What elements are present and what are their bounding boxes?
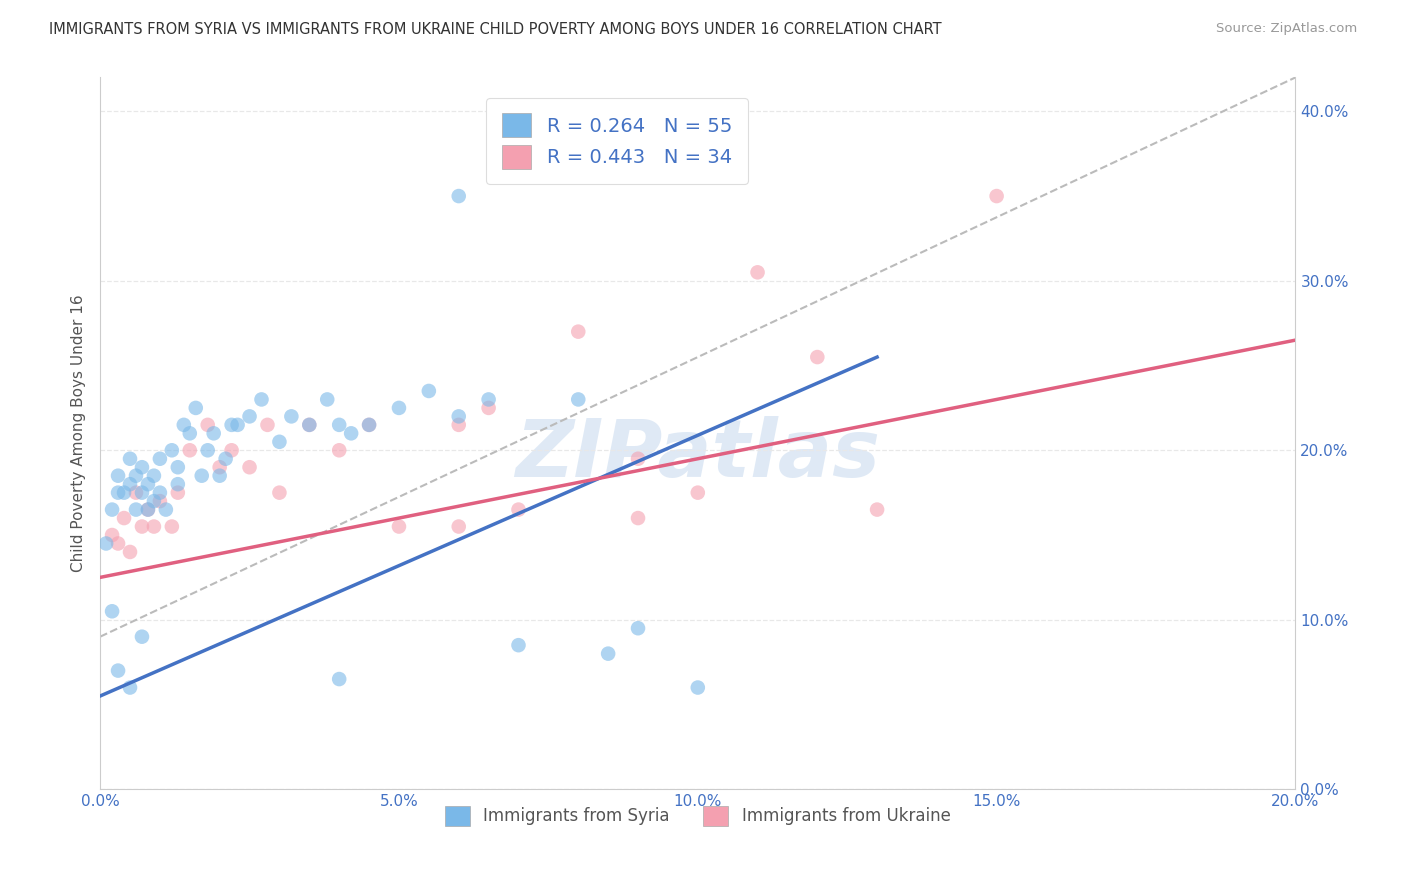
Point — [118, 681, 141, 695]
Point — [208, 460, 231, 475]
Point — [447, 189, 470, 203]
Point — [627, 451, 650, 466]
Point — [160, 443, 183, 458]
Point — [627, 621, 650, 635]
Point — [160, 519, 183, 533]
Point — [118, 451, 141, 466]
Point — [298, 417, 321, 432]
Point — [94, 536, 117, 550]
Point — [173, 417, 195, 432]
Point — [388, 519, 411, 533]
Point — [125, 468, 148, 483]
Text: Source: ZipAtlas.com: Source: ZipAtlas.com — [1216, 22, 1357, 36]
Point — [221, 443, 243, 458]
Point — [136, 502, 159, 516]
Point — [101, 528, 124, 542]
Point — [508, 502, 530, 516]
Point — [340, 426, 363, 441]
Point — [447, 417, 470, 432]
Point — [131, 630, 153, 644]
Point — [221, 417, 243, 432]
Point — [179, 443, 201, 458]
Point — [986, 189, 1008, 203]
Point — [155, 502, 177, 516]
Point — [190, 468, 212, 483]
Point — [214, 451, 236, 466]
Point — [197, 443, 219, 458]
Point — [866, 502, 889, 516]
Point — [142, 494, 165, 508]
Point — [131, 519, 153, 533]
Point — [131, 460, 153, 475]
Point — [197, 417, 219, 432]
Point — [136, 477, 159, 491]
Point — [179, 426, 201, 441]
Point — [328, 417, 350, 432]
Legend: Immigrants from Syria, Immigrants from Ukraine: Immigrants from Syria, Immigrants from U… — [437, 797, 959, 834]
Point — [107, 536, 129, 550]
Point — [166, 485, 188, 500]
Point — [686, 485, 709, 500]
Point — [567, 325, 589, 339]
Point — [166, 477, 188, 491]
Point — [269, 485, 291, 500]
Point — [112, 485, 135, 500]
Point — [508, 638, 530, 652]
Point — [447, 519, 470, 533]
Point — [238, 409, 260, 424]
Y-axis label: Child Poverty Among Boys Under 16: Child Poverty Among Boys Under 16 — [72, 294, 86, 572]
Point — [478, 392, 501, 407]
Text: IMMIGRANTS FROM SYRIA VS IMMIGRANTS FROM UKRAINE CHILD POVERTY AMONG BOYS UNDER : IMMIGRANTS FROM SYRIA VS IMMIGRANTS FROM… — [49, 22, 942, 37]
Point — [328, 672, 350, 686]
Point — [202, 426, 225, 441]
Point — [686, 681, 709, 695]
Point — [280, 409, 302, 424]
Point — [142, 468, 165, 483]
Point — [149, 485, 172, 500]
Point — [269, 434, 291, 449]
Text: ZIPatlas: ZIPatlas — [515, 416, 880, 493]
Point — [136, 502, 159, 516]
Point — [388, 401, 411, 415]
Point — [418, 384, 440, 398]
Point — [125, 502, 148, 516]
Point — [250, 392, 273, 407]
Point — [107, 664, 129, 678]
Point — [328, 443, 350, 458]
Point — [238, 460, 260, 475]
Point — [125, 485, 148, 500]
Point — [166, 460, 188, 475]
Point — [118, 477, 141, 491]
Point — [256, 417, 278, 432]
Point — [447, 409, 470, 424]
Point — [184, 401, 207, 415]
Point — [226, 417, 249, 432]
Point — [747, 265, 769, 279]
Point — [107, 485, 129, 500]
Point — [107, 468, 129, 483]
Point — [118, 545, 141, 559]
Point — [101, 604, 124, 618]
Point — [359, 417, 381, 432]
Point — [567, 392, 589, 407]
Point — [359, 417, 381, 432]
Point — [101, 502, 124, 516]
Point — [316, 392, 339, 407]
Point — [627, 511, 650, 525]
Point — [208, 468, 231, 483]
Point — [112, 511, 135, 525]
Point — [478, 401, 501, 415]
Point — [131, 485, 153, 500]
Point — [298, 417, 321, 432]
Point — [149, 451, 172, 466]
Point — [149, 494, 172, 508]
Point — [598, 647, 620, 661]
Point — [142, 519, 165, 533]
Point — [806, 350, 828, 364]
